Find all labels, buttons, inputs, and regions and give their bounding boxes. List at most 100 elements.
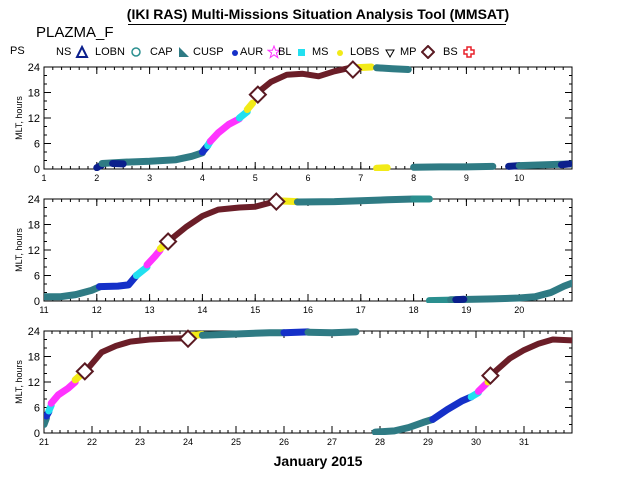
series-sw — [492, 336, 572, 375]
diamond-icon — [420, 45, 435, 59]
y-tick-label: 18 — [28, 352, 40, 364]
circle-icon — [131, 47, 141, 57]
series-cap — [44, 283, 103, 301]
series-cap — [304, 328, 360, 337]
x-tick-label: 20 — [514, 305, 524, 315]
x-tick-label: 9 — [464, 173, 469, 183]
x-tick-label: 24 — [183, 437, 193, 447]
y-tick-label: 18 — [28, 220, 40, 232]
x-tick-label: 14 — [197, 305, 207, 315]
series-bl — [132, 263, 151, 279]
legend-label: LOBS — [350, 46, 380, 58]
legend-label: PS — [10, 45, 25, 57]
legend-label: MP — [400, 46, 417, 58]
x-tick-label: 22 — [87, 437, 97, 447]
legend-item-ns: NS — [56, 45, 89, 59]
x-tick-label: 25 — [231, 437, 241, 447]
mp-marker — [75, 361, 95, 381]
y-axis-title: MLT, hours — [14, 96, 24, 140]
x-tick-label: 5 — [253, 173, 258, 183]
mp-marker — [343, 60, 363, 79]
legend-item-bl: BL — [278, 45, 309, 59]
x-tick-label: 16 — [303, 305, 313, 315]
series-sw — [167, 198, 280, 243]
series-aur — [143, 246, 164, 269]
legend-item-lobn: LOBN — [95, 45, 143, 59]
dot-icon — [336, 50, 343, 56]
legend-label: BS — [443, 46, 458, 58]
mp-marker — [178, 329, 198, 349]
x-tick-label: 18 — [409, 305, 419, 315]
series-cap — [410, 162, 497, 171]
panel-2: 11 12 13 14 15 16 17 18 19 20 0 6 12 18 24 MLT, hours — [14, 192, 573, 315]
legend-label: NS — [56, 46, 72, 58]
data-layer — [44, 195, 572, 303]
panel-3: 21 22 23 24 25 26 27 28 29 30 31 0 6 12 18 24 MLT, hours — [14, 326, 573, 447]
x-tick-label: 12 — [92, 305, 102, 315]
x-tick-label: 15 — [250, 305, 260, 315]
x-tick-label: 7 — [358, 173, 363, 183]
series-cusp — [429, 393, 475, 423]
legend-item-cap: CAP — [150, 45, 191, 59]
y-tick-label: 24 — [28, 326, 40, 338]
y-tick-label: 24 — [28, 194, 40, 206]
y-tick-label: 6 — [34, 403, 40, 415]
legend-label: MS — [312, 46, 329, 58]
x-tick-label: 30 — [471, 437, 481, 447]
series-lobn — [425, 296, 455, 303]
series-ms — [243, 99, 257, 113]
y-tick-label: 24 — [28, 62, 40, 74]
legend-item-aur: AUR — [240, 45, 282, 59]
legend-label: CAP — [150, 46, 173, 58]
legend-item-cusp: CUSP — [193, 45, 242, 59]
series-aur — [47, 378, 79, 407]
square-icon — [298, 49, 306, 56]
series-cap — [371, 415, 437, 435]
triangle-icon — [75, 45, 89, 58]
data-layer — [93, 63, 572, 171]
y-tick-label: 6 — [34, 139, 40, 151]
x-tick-label: 31 — [519, 437, 529, 447]
series-cusp — [95, 272, 140, 291]
y-tick-label: 0 — [34, 164, 40, 176]
y-tick-label: 12 — [28, 245, 40, 257]
x-tick-label: 21 — [39, 437, 49, 447]
legend-label: BL — [278, 46, 292, 58]
x-axis-title: January 2015 — [273, 453, 363, 469]
legend-label: LOBN — [95, 46, 125, 58]
cross-icon — [462, 46, 475, 58]
star-icon — [267, 45, 282, 59]
x-tick-label: 26 — [279, 437, 289, 447]
x-tick-label: 11 — [39, 305, 48, 315]
spacecraft-name: PLAZMA_F — [36, 24, 114, 41]
x-tick-label: 23 — [135, 437, 145, 447]
series-sw — [84, 335, 191, 373]
x-tick-label: 1 — [41, 173, 46, 183]
legend-item-mp: MP — [400, 45, 435, 59]
series-cap — [198, 329, 288, 339]
x-tick-label: 28 — [375, 437, 385, 447]
y-axis-title: MLT, hours — [14, 228, 24, 272]
x-tick-label: 4 — [200, 173, 205, 183]
panel-frame — [43, 66, 573, 170]
x-tick-label: 19 — [461, 305, 471, 315]
series-ms — [373, 164, 391, 171]
y-tick-label: 12 — [28, 377, 40, 389]
dot-icon — [231, 50, 238, 56]
y-tick-label: 6 — [34, 271, 40, 283]
title-underline — [128, 24, 506, 25]
series-sw — [252, 64, 359, 98]
legend: PS NS LOBN CAP CUSP AUR BL MS LOBS MP BS — [10, 45, 630, 61]
series-cap — [447, 279, 572, 303]
page-title: (IKI RAS) Multi-Missions Situation Analy… — [126, 6, 510, 22]
x-tick-label: 17 — [356, 305, 366, 315]
x-tick-label: 2 — [94, 173, 99, 183]
mp-marker — [158, 232, 178, 251]
series-cusp — [280, 328, 312, 337]
x-tick-label: 6 — [305, 173, 310, 183]
wedge-icon — [178, 47, 189, 57]
series-ns — [557, 160, 572, 169]
x-tick-label: 27 — [327, 437, 337, 447]
